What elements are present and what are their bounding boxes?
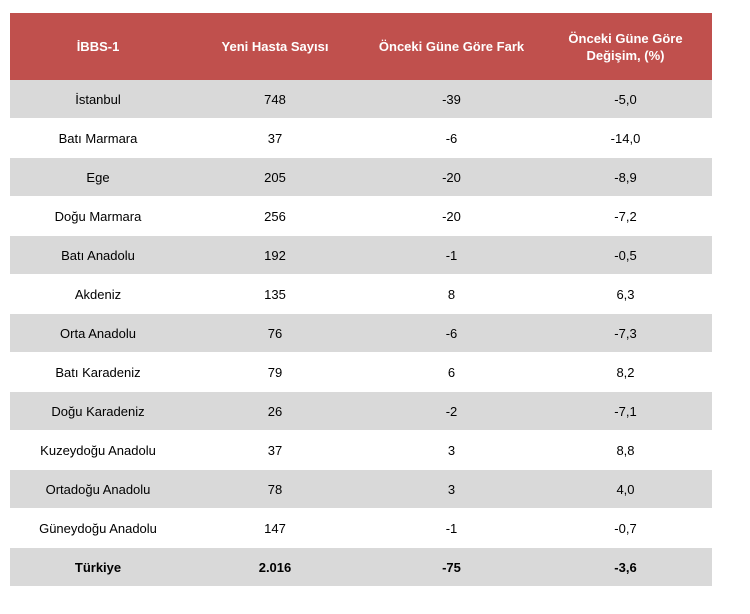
cell-new-cases: 76 (186, 313, 364, 353)
table-row: Batı Anadolu 192 -1 -0,5 (10, 235, 712, 275)
cell-difference: -1 (364, 508, 539, 548)
cell-new-cases: 256 (186, 196, 364, 236)
cell-region: Batı Marmara (10, 118, 186, 158)
header-row: İBBS-1 Yeni Hasta Sayısı Önceki Güne Gör… (10, 13, 712, 80)
cell-difference: -39 (364, 80, 539, 119)
cell-region: Batı Anadolu (10, 235, 186, 275)
cell-new-cases: 79 (186, 352, 364, 392)
header-region: İBBS-1 (10, 13, 186, 80)
cell-change-percent: 8,8 (539, 430, 712, 470)
cell-difference: -1 (364, 235, 539, 275)
total-change-percent: -3,6 (539, 547, 712, 587)
header-daily-change-percent: Önceki Güne Göre Değişim, (%) (539, 13, 712, 80)
cell-new-cases: 205 (186, 157, 364, 197)
cell-change-percent: -7,3 (539, 313, 712, 353)
table-row: Ege 205 -20 -8,9 (10, 157, 712, 197)
cell-region: Ortadoğu Anadolu (10, 469, 186, 509)
cell-difference: -20 (364, 196, 539, 236)
cell-difference: -6 (364, 313, 539, 353)
cell-region: Kuzeydoğu Anadolu (10, 430, 186, 470)
cell-region: Doğu Marmara (10, 196, 186, 236)
cell-change-percent: -8,9 (539, 157, 712, 197)
cell-region: Güneydoğu Anadolu (10, 508, 186, 548)
total-new-cases: 2.016 (186, 547, 364, 587)
cell-new-cases: 37 (186, 118, 364, 158)
table-row: Orta Anadolu 76 -6 -7,3 (10, 313, 712, 353)
table-row: Güneydoğu Anadolu 147 -1 -0,7 (10, 508, 712, 548)
cell-region: Doğu Karadeniz (10, 391, 186, 431)
cell-region: Ege (10, 157, 186, 197)
cell-new-cases: 78 (186, 469, 364, 509)
cell-change-percent: -14,0 (539, 118, 712, 158)
cell-difference: -20 (364, 157, 539, 197)
cell-difference: 8 (364, 274, 539, 314)
cell-change-percent: -0,7 (539, 508, 712, 548)
cell-new-cases: 192 (186, 235, 364, 275)
cell-difference: -2 (364, 391, 539, 431)
cell-region: Orta Anadolu (10, 313, 186, 353)
table-row: Batı Karadeniz 79 6 8,2 (10, 352, 712, 392)
total-region: Türkiye (10, 547, 186, 587)
cell-region: Batı Karadeniz (10, 352, 186, 392)
cell-region: Akdeniz (10, 274, 186, 314)
cell-change-percent: -5,0 (539, 80, 712, 119)
total-difference: -75 (364, 547, 539, 587)
cell-difference: 3 (364, 469, 539, 509)
cell-region: İstanbul (10, 80, 186, 119)
cell-change-percent: 8,2 (539, 352, 712, 392)
total-row: Türkiye 2.016 -75 -3,6 (10, 547, 712, 587)
cell-new-cases: 37 (186, 430, 364, 470)
cell-difference: -6 (364, 118, 539, 158)
table-row: Doğu Marmara 256 -20 -7,2 (10, 196, 712, 236)
cell-new-cases: 748 (186, 80, 364, 119)
cell-new-cases: 147 (186, 508, 364, 548)
cell-change-percent: -0,5 (539, 235, 712, 275)
table-row: Kuzeydoğu Anadolu 37 3 8,8 (10, 430, 712, 470)
cell-change-percent: -7,1 (539, 391, 712, 431)
cell-difference: 6 (364, 352, 539, 392)
cell-change-percent: 6,3 (539, 274, 712, 314)
table-row: Ortadoğu Anadolu 78 3 4,0 (10, 469, 712, 509)
header-new-cases: Yeni Hasta Sayısı (186, 13, 364, 80)
cell-new-cases: 26 (186, 391, 364, 431)
header-daily-difference: Önceki Güne Göre Fark (364, 13, 539, 80)
regional-cases-table: İBBS-1 Yeni Hasta Sayısı Önceki Güne Gör… (10, 13, 712, 587)
table-row: Akdeniz 135 8 6,3 (10, 274, 712, 314)
table-row: Batı Marmara 37 -6 -14,0 (10, 118, 712, 158)
table-row: İstanbul 748 -39 -5,0 (10, 80, 712, 119)
table-row: Doğu Karadeniz 26 -2 -7,1 (10, 391, 712, 431)
cell-new-cases: 135 (186, 274, 364, 314)
cell-difference: 3 (364, 430, 539, 470)
cell-change-percent: 4,0 (539, 469, 712, 509)
cell-change-percent: -7,2 (539, 196, 712, 236)
